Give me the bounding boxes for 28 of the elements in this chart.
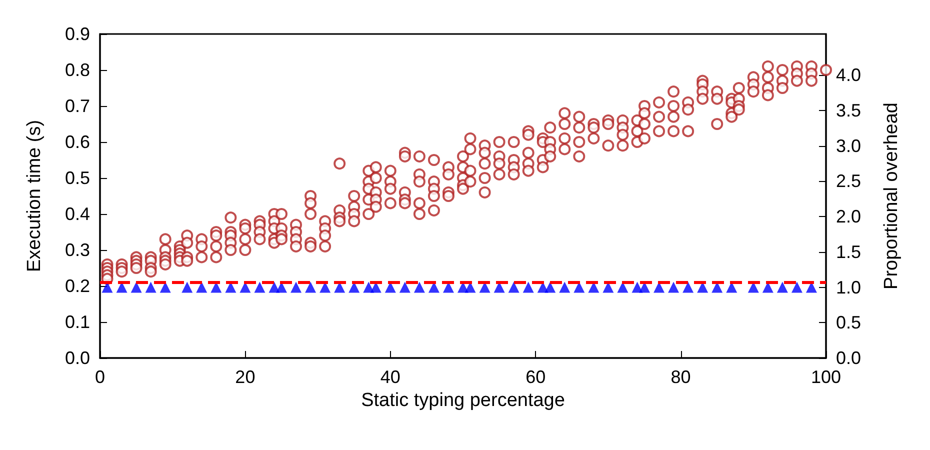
y-tick-label: 0.7 — [64, 96, 90, 116]
y2-tick-label: 1.0 — [836, 277, 862, 298]
y2-tick-label: 3.0 — [836, 136, 862, 156]
y-tick-label: 0.1 — [64, 312, 90, 332]
y2-tick-label: 0.0 — [836, 348, 862, 368]
y-tick-label: 0.4 — [64, 204, 90, 224]
y2-tick-label: 0.5 — [836, 312, 862, 333]
x-tick-label: 40 — [380, 367, 400, 387]
x-axis-title: Static typing percentage — [361, 390, 565, 411]
y-tick-label: 0.3 — [64, 240, 90, 260]
y2-tick-label: 4.0 — [836, 65, 862, 86]
y2-tick-label: 3.5 — [836, 100, 862, 120]
x-tick-label: 0 — [94, 367, 106, 387]
x-tick-label: 80 — [670, 367, 691, 387]
x-tick-label: 60 — [526, 367, 546, 387]
y-tick-label: 0.5 — [64, 168, 90, 188]
y-tick-label: 0.8 — [64, 60, 90, 80]
y2-tick-label: 2.5 — [836, 171, 862, 192]
x-tick-label: 20 — [235, 367, 256, 387]
y-tick-label: 0.6 — [64, 132, 90, 152]
x-tick-label: 100 — [810, 367, 842, 387]
y2-tick-label: 2.0 — [836, 206, 862, 227]
y-tick-label: 0.2 — [64, 276, 90, 296]
y2-tick-label: 1.5 — [836, 242, 862, 262]
y-tick-label: 0.0 — [64, 348, 90, 368]
y2-axis-title: Proportional overhead — [881, 102, 902, 290]
y-tick-label: 0.9 — [64, 24, 90, 44]
y-axis-title: Execution time (s) — [24, 120, 45, 272]
